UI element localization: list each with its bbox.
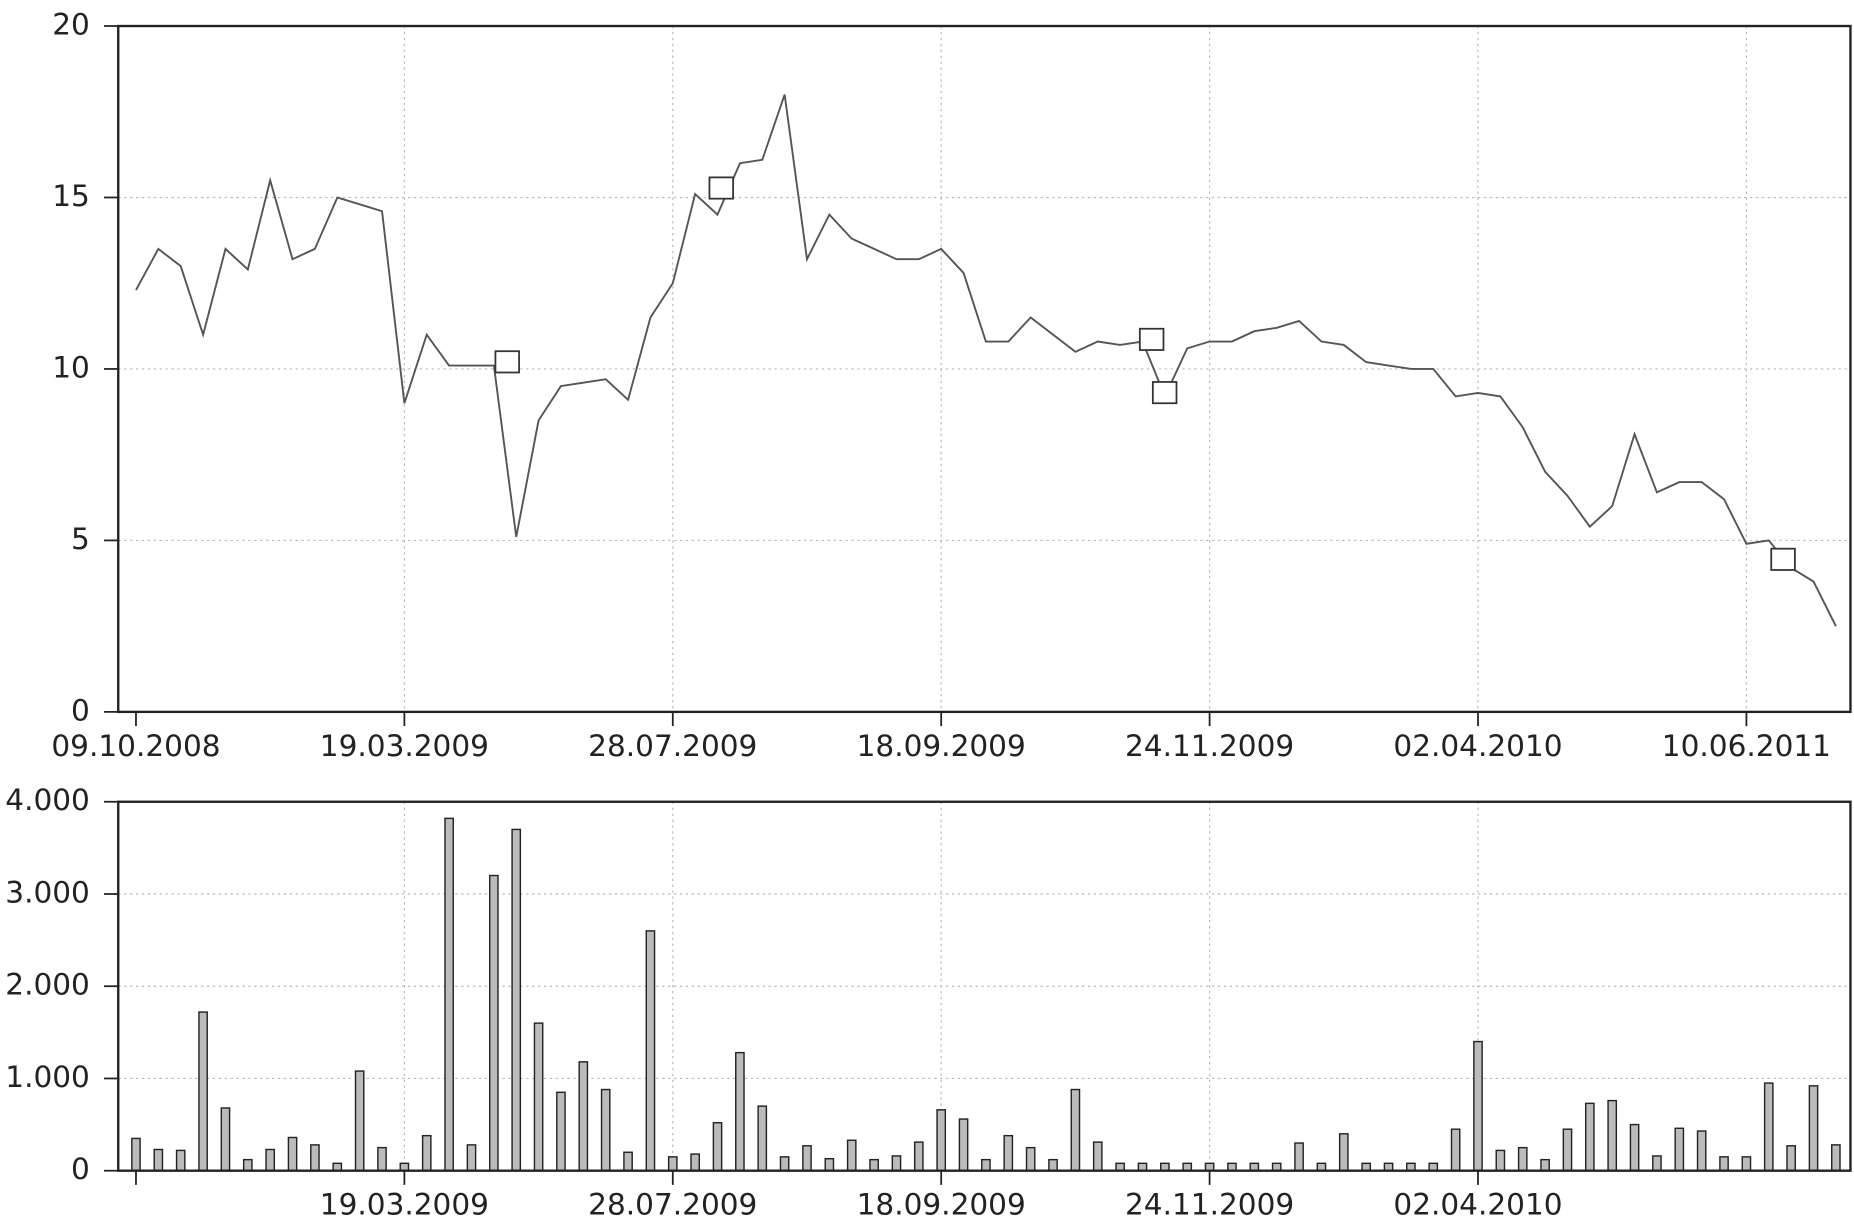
- x-tick-label: 02.04.2010: [1393, 1188, 1562, 1218]
- bar: [981, 1158, 991, 1172]
- bar: [712, 1122, 723, 1172]
- x-tick-label: 19.03.2009: [320, 729, 489, 763]
- plot-frame: [117, 24, 1852, 714]
- bar: [242, 1158, 253, 1172]
- bar: [287, 1136, 298, 1172]
- charts: 0 5 10 15 20 09.10.2008 19.03.2009 28.07.2009 18…: [5, 8, 1852, 1218]
- bar: [131, 1137, 141, 1172]
- bar: [578, 1061, 589, 1172]
- bar: [1652, 1155, 1662, 1172]
- bar: [869, 1158, 879, 1172]
- bar: [1584, 1102, 1595, 1172]
- y-tick-label: 5: [71, 522, 90, 556]
- bar: [1741, 1156, 1752, 1172]
- bar: [421, 1134, 432, 1172]
- x-tick-label: 18.09.2009: [857, 1188, 1026, 1218]
- bar: [1338, 1133, 1349, 1172]
- y-tick-label: 0: [71, 693, 90, 727]
- annotation-icon: [1138, 327, 1165, 351]
- bar: [645, 930, 656, 1172]
- bar: [1674, 1127, 1685, 1172]
- y-tick-label: 3.000: [5, 875, 90, 909]
- bar: [1763, 1082, 1774, 1172]
- bar: [1517, 1146, 1528, 1172]
- bar: [623, 1151, 633, 1172]
- y-tick-label: 2.000: [5, 968, 90, 1002]
- annotation-icon: [494, 350, 520, 374]
- x-tick-label: 19.03.2009: [320, 1188, 489, 1218]
- bar: [824, 1157, 835, 1172]
- bar: [1003, 1134, 1014, 1172]
- annotation-icon: [708, 176, 734, 200]
- bar: [466, 1144, 477, 1172]
- bar: [690, 1153, 700, 1172]
- x-tick-label: 24.11.2009: [1125, 1188, 1294, 1218]
- bar: [444, 817, 454, 1172]
- x-tick-label: 28.07.2009: [588, 729, 757, 763]
- bar: [198, 1011, 208, 1172]
- y-tick-label: 15: [52, 179, 90, 213]
- bar: [556, 1091, 566, 1172]
- x-tick-label: 28.07.2009: [588, 1188, 757, 1218]
- bar: [265, 1148, 276, 1172]
- x-tick-label: 18.09.2009: [857, 729, 1026, 763]
- bar: [1808, 1085, 1819, 1172]
- bar: [511, 828, 522, 1172]
- bar: [1092, 1141, 1103, 1172]
- y-tick-label: 20: [52, 8, 90, 42]
- bar: [175, 1149, 186, 1172]
- bar: [1070, 1088, 1081, 1172]
- bar: [600, 1088, 611, 1172]
- bar: [1495, 1149, 1506, 1172]
- annotation-icon: [1770, 547, 1796, 571]
- annotation-icons: [494, 176, 1796, 571]
- bar: [735, 1051, 745, 1172]
- bar: [1831, 1144, 1841, 1172]
- bar: [1607, 1099, 1618, 1172]
- bar: [354, 1070, 365, 1172]
- price-line: [135, 94, 1837, 627]
- bar: [1562, 1128, 1573, 1172]
- y-tick-label: 10: [52, 350, 90, 384]
- bar: [779, 1156, 790, 1172]
- bar: [958, 1118, 969, 1172]
- panel: 0 5 10 15 20 09.10.2008 19.03.2009 28.07.2009 18…: [51, 8, 1852, 763]
- x-tick-label: 09.10.2008: [51, 729, 220, 763]
- bar: [310, 1144, 320, 1172]
- plot-frame: [117, 800, 1852, 1172]
- y-tick-label: 4.000: [5, 783, 90, 817]
- x-tick-label: 24.11.2009: [1125, 729, 1294, 763]
- bar: [936, 1109, 947, 1172]
- bar: [1786, 1145, 1796, 1172]
- bar: [1048, 1158, 1058, 1172]
- x-tick-label: 10.06.2011: [1662, 729, 1831, 763]
- bar: [913, 1141, 924, 1172]
- bar: [1696, 1130, 1707, 1172]
- bar: [1473, 1040, 1483, 1172]
- bar: [802, 1145, 812, 1172]
- bar: [1294, 1142, 1304, 1172]
- bar: [1719, 1156, 1729, 1172]
- x-tick-label: 02.04.2010: [1393, 729, 1562, 763]
- bar: [153, 1148, 164, 1172]
- bar: [846, 1139, 857, 1172]
- bar: [667, 1156, 678, 1172]
- bar: [891, 1155, 902, 1172]
- bar: [489, 874, 499, 1172]
- annotation-icon: [1151, 381, 1178, 405]
- bar: [1629, 1123, 1640, 1172]
- bar: [1025, 1146, 1036, 1172]
- y-tick-label: 0: [71, 1152, 90, 1186]
- bar: [1540, 1158, 1550, 1172]
- bar: [377, 1146, 387, 1172]
- bar: [1450, 1128, 1461, 1172]
- bar: [757, 1105, 768, 1172]
- y-tick-label: 1.000: [5, 1060, 90, 1094]
- bar: [220, 1107, 231, 1172]
- bar: [533, 1022, 544, 1172]
- panel: 0 1.000 2.000 3.000 4.000 19.03.2009 28.07.200…: [5, 783, 1852, 1218]
